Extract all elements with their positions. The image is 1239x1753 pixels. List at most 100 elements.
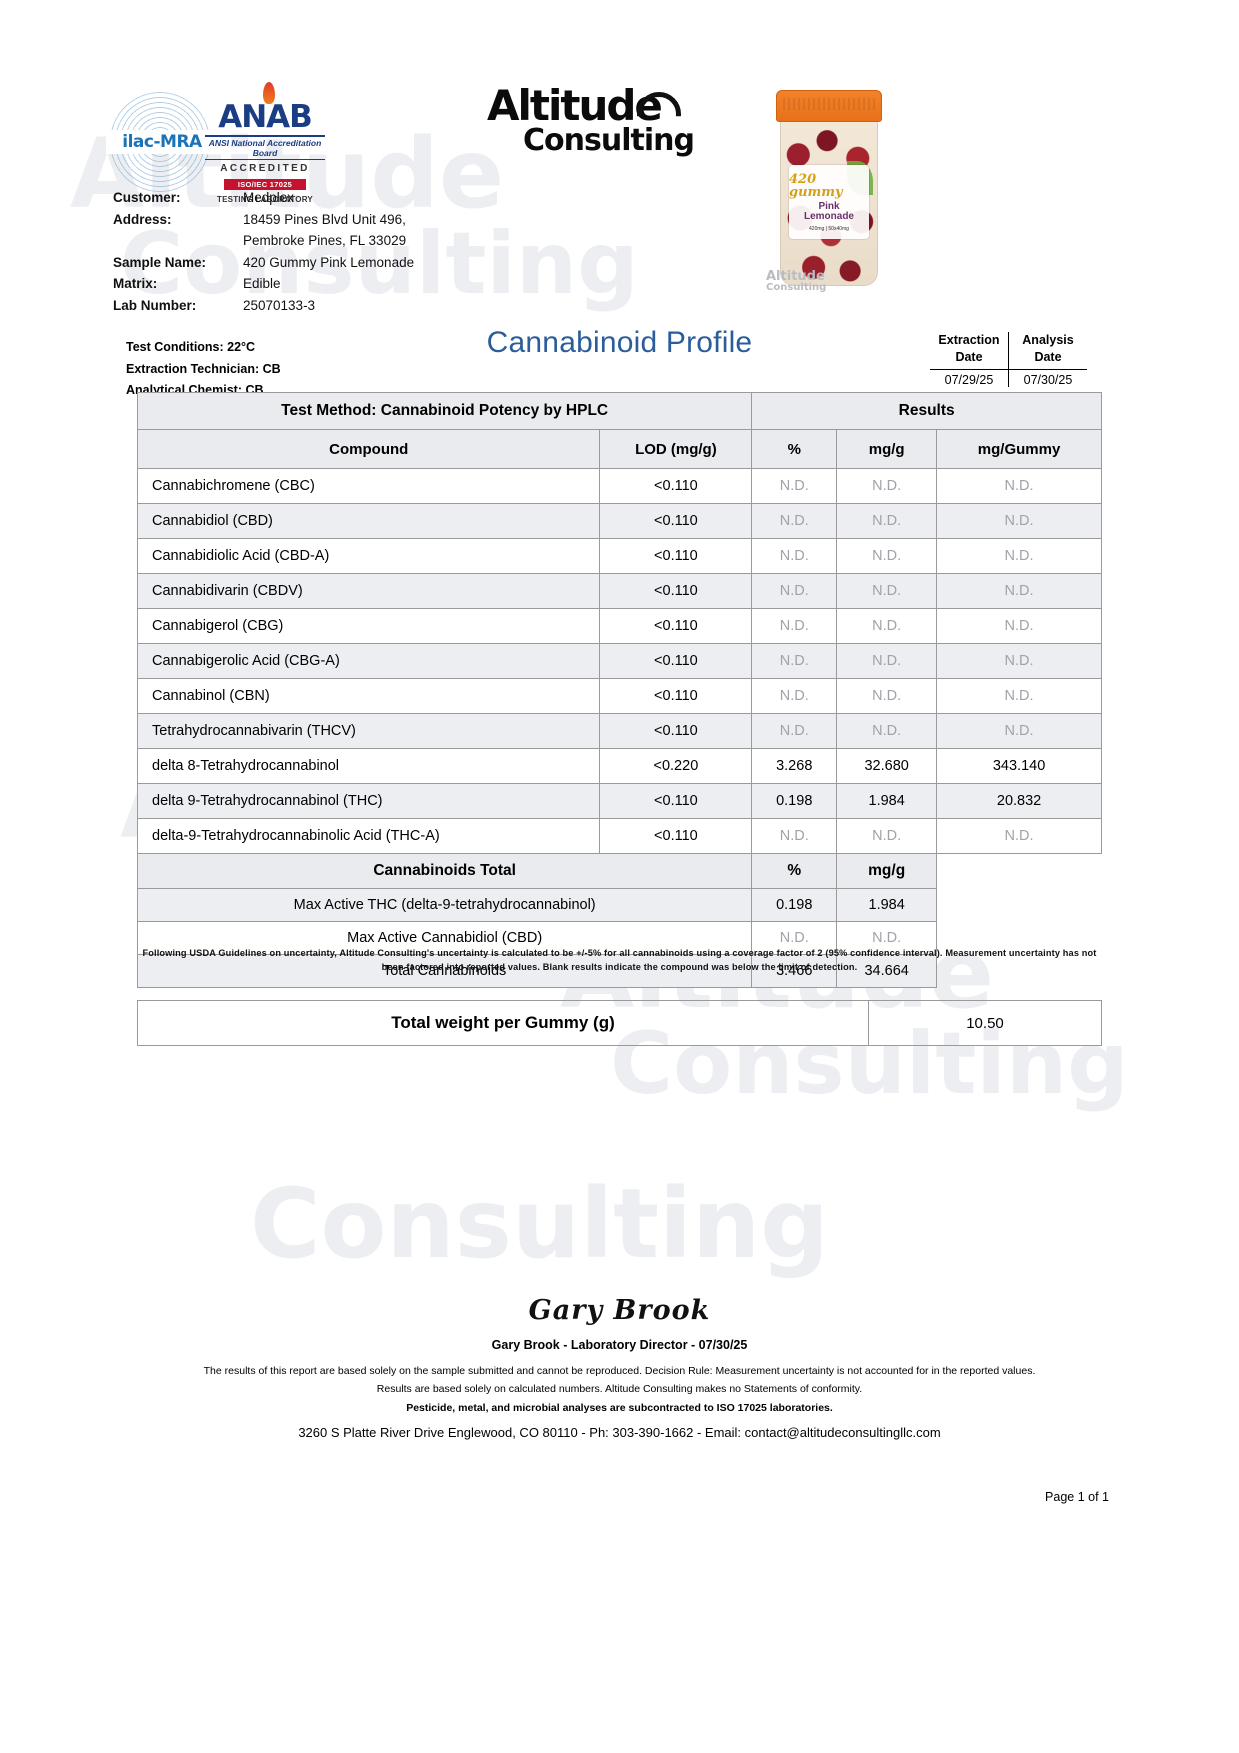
brand-name-line1: Altitude — [487, 81, 663, 130]
extraction-date-column: Extraction Date 07/29/25 — [930, 332, 1008, 387]
cell-compound: Cannabigerolic Acid (CBG-A) — [136, 643, 601, 679]
brand-name-line2: Consulting — [523, 122, 695, 158]
dates-block: Extraction Date 07/29/25 Analysis Date 0… — [930, 332, 1087, 387]
director-signature-line: Gary Brook - Laboratory Director - 07/30… — [491, 1338, 748, 1352]
product-photo: 420 gummy Pink Lemonade 420mg | 50x40mg … — [762, 84, 892, 299]
lab-number-label: Lab Number: — [113, 297, 197, 313]
totals-mgg: 1.984 — [836, 888, 938, 922]
cell-compound: Cannabichromene (CBC) — [136, 468, 601, 504]
customer-row: Customer: Medplex — [113, 190, 673, 205]
cell-mggummy: N.D. — [936, 503, 1102, 539]
cell-compound: Tetrahydrocannabivarin (THCV) — [136, 713, 601, 749]
cell-mggummy: 20.832 — [936, 783, 1102, 819]
total-weight-table: Total weight per Gummy (g) 10.50 — [137, 1000, 1102, 1046]
product-dosage: 420mg | 50x40mg — [809, 225, 849, 232]
table-row: Tetrahydrocannabivarin (THCV) <0.110 N.D. N… — [136, 713, 1102, 749]
cell-lod: <0.110 — [599, 643, 753, 679]
ilac-mra-logo: ilac-MRA — [106, 92, 220, 192]
gummy-jar-image: 420 gummy Pink Lemonade 420mg | 50x40mg — [780, 108, 878, 286]
sample-name-value: 420 Gummy Pink Lemonade — [243, 254, 415, 270]
company-address: 3260 S Platte River Drive Englewood, CO … — [298, 1425, 941, 1440]
cell-compound: delta 8-Tetrahydrocannabinol — [136, 748, 601, 784]
extraction-date-value: 07/29/25 — [930, 368, 1008, 387]
table-row: Cannabidiolic Acid (CBD-A) <0.110 N.D. N.D.… — [136, 538, 1102, 574]
totals-label: Total Cannabinoids — [136, 954, 753, 988]
total-weight-label: Total weight per Gummy (g) — [137, 1000, 869, 1046]
report-header: ilac-MRA ANAB ANSI National Accreditatio… — [0, 0, 1239, 330]
cell-percent: N.D. — [751, 818, 838, 854]
totals-mgg: N.D. — [836, 921, 938, 955]
cell-mgg: N.D. — [836, 678, 938, 714]
address-line1: 18459 Pines Blvd Unit 496, — [243, 211, 406, 227]
table-row: delta-9-Tetrahydrocannabinolic Acid (THC… — [136, 818, 1102, 854]
cell-mggummy: N.D. — [936, 538, 1102, 574]
total-weight-row: Total weight per Gummy (g) 10.50 — [137, 1000, 1102, 1046]
analysis-date-value: 07/30/25 — [1009, 368, 1087, 387]
matrix-value: Edible — [243, 276, 281, 291]
cell-lod: <0.110 — [599, 573, 753, 609]
address-line2: Pembroke Pines, FL 33029 — [243, 233, 407, 248]
extraction-date-label: Extraction Date — [930, 332, 1008, 366]
total-weight-value: 10.50 — [868, 1000, 1102, 1046]
test-method-header: Test Method: Cannabinoid Potency by HPLC — [136, 392, 753, 430]
cell-lod: <0.110 — [599, 608, 753, 644]
cell-percent: 0.198 — [751, 783, 838, 819]
cell-percent: N.D. — [751, 643, 838, 679]
cell-mggummy: N.D. — [936, 573, 1102, 609]
table-row: Cannabidiol (CBD) <0.110 N.D. N.D. N.D. — [136, 503, 1102, 539]
cell-mgg: N.D. — [836, 713, 938, 749]
cell-mgg: N.D. — [836, 608, 938, 644]
cannabinoid-results-table: Test Method: Cannabinoid Potency by HPLC… — [136, 392, 1102, 988]
cell-compound: Cannabidiol (CBD) — [136, 503, 601, 539]
cell-lod: <0.220 — [599, 748, 753, 784]
cell-mggummy: 343.140 — [936, 748, 1102, 784]
table-row: Cannabichromene (CBC) <0.110 N.D. N.D. N.D. — [136, 468, 1102, 504]
totals-mgg: 34.664 — [836, 954, 938, 988]
totals-spacer — [937, 889, 1102, 922]
cell-percent: N.D. — [751, 573, 838, 609]
table-column-header-row: Compound LOD (mg/g)% mg/g mg/Gummy — [136, 429, 1102, 469]
column-header-lod: LOD (mg/g) — [599, 429, 753, 469]
footer-note-line3: Pesticide, metal, and microbial analyses… — [406, 1401, 833, 1414]
extraction-technician: Extraction Technician: CB — [126, 361, 281, 376]
column-header-compound: Compound — [136, 429, 601, 469]
cell-percent: N.D. — [751, 503, 838, 539]
cell-lod: <0.110 — [599, 783, 753, 819]
anab-logo: ANAB ANSI National Accreditation Board A… — [205, 82, 325, 204]
anab-subtitle: ANSI National Accreditation Board — [205, 135, 325, 160]
ilac-mra-label: ilac-MRA — [122, 132, 202, 152]
report-title: Cannabinoid Profile — [486, 326, 753, 359]
anab-testing-lab-label: TESTING LABORATORY — [217, 195, 313, 204]
cell-mggummy: N.D. — [936, 643, 1102, 679]
totals-percent: 0.198 — [751, 888, 838, 922]
cell-lod: <0.110 — [599, 818, 753, 854]
column-header-mggummy: mg/Gummy — [936, 429, 1102, 469]
cell-compound: delta-9-Tetrahydrocannabinolic Acid (THC… — [136, 818, 601, 854]
table-row: Cannabigerolic Acid (CBG-A) <0.110 N.D. N.D… — [136, 643, 1102, 679]
column-header-percent: % — [751, 429, 838, 469]
address-row-2: Pembroke Pines, FL 33029 — [113, 233, 673, 248]
totals-label: Max Active THC (delta-9-tetrahydrocannab… — [136, 888, 753, 922]
lab-number-row: Lab Number: 25070133-3 — [113, 298, 673, 313]
product-brand: 420 gummy — [789, 171, 843, 200]
test-conditions: Test Conditions: 22°C — [126, 340, 256, 354]
sample-name-row: Sample Name: 420 Gummy Pink Lemonade — [113, 255, 673, 270]
analysis-date-column: Analysis Date 07/30/25 — [1008, 332, 1087, 387]
cell-percent: 3.268 — [751, 748, 838, 784]
cell-mggummy: N.D. — [936, 678, 1102, 714]
photo-watermark-line2: Consulting — [766, 282, 827, 293]
extraction-date-label-line2: Date — [955, 349, 983, 364]
results-header: Results — [751, 392, 1102, 430]
column-header-mgg: mg/g — [836, 429, 938, 469]
table-row: Cannabigerol (CBG) <0.110 N.D. N.D. N.D. — [136, 608, 1102, 644]
cell-percent: N.D. — [751, 468, 838, 504]
cell-mggummy: N.D. — [936, 608, 1102, 644]
analysis-date-label: Analysis Date — [1009, 332, 1087, 366]
address-label: Address: — [113, 211, 172, 227]
lab-number-value: 25070133-3 — [243, 297, 316, 313]
totals-percent: 3.466 — [751, 954, 838, 988]
table-row: Cannabidivarin (CBDV) <0.110 N.D. N.D. N.D. — [136, 573, 1102, 609]
watermark-text: Consulting — [250, 1168, 829, 1280]
ilac-mra-band: ilac-MRA — [106, 130, 218, 154]
